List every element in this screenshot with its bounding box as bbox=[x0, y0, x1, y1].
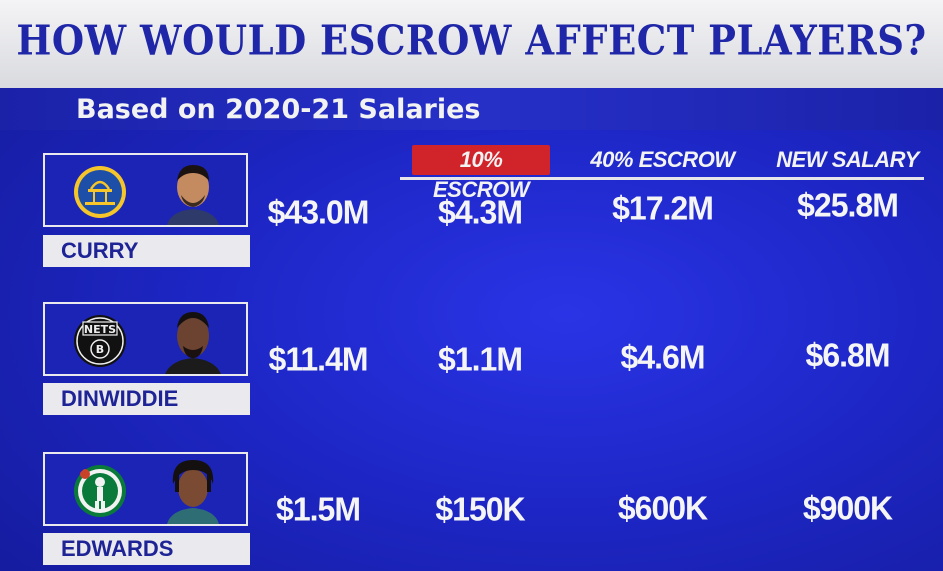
player-name-bar-dinwiddie: DINWIDDIE bbox=[43, 383, 250, 415]
new-salary-value: $900K bbox=[802, 489, 893, 527]
player-name: EDWARDS bbox=[61, 536, 174, 561]
title-bar: HOW WOULD ESCROW AFFECT PLAYERS? bbox=[0, 0, 943, 91]
column-header-40-escrow: 40% ESCROW bbox=[590, 147, 735, 172]
player-name-bar-edwards: EDWARDS bbox=[43, 533, 250, 565]
svg-text:NETS: NETS bbox=[84, 323, 116, 336]
celtics-logo-icon bbox=[74, 465, 126, 517]
player-card-edwards bbox=[43, 452, 248, 526]
new-salary-value: $6.8M bbox=[805, 336, 891, 374]
column-header-10-escrow: 10% ESCROW bbox=[412, 145, 550, 202]
new-salary-value: $25.8M bbox=[797, 186, 899, 224]
nets-logo-icon: NETS B bbox=[74, 315, 126, 367]
svg-text:B: B bbox=[96, 343, 104, 356]
player-name: DINWIDDIE bbox=[61, 386, 179, 411]
player-card-curry bbox=[43, 153, 248, 227]
escrow-40-value: $4.6M bbox=[620, 338, 706, 376]
salary-value: $43.0M bbox=[267, 193, 370, 231]
curry-headshot-icon bbox=[157, 155, 229, 225]
escrow-40-value: $600K bbox=[617, 489, 708, 527]
escrow-10-value: $150K bbox=[435, 490, 525, 528]
escrow-10-value: $4.3M bbox=[438, 193, 523, 231]
player-card-dinwiddie: NETS B bbox=[43, 302, 248, 376]
warriors-logo-icon bbox=[74, 166, 126, 218]
escrow-40-value: $17.2M bbox=[612, 189, 714, 227]
column-header-new-salary: NEW SALARY bbox=[776, 147, 919, 172]
edwards-headshot-icon bbox=[157, 454, 229, 524]
subtitle-bar: Based on 2020-21 Salaries bbox=[0, 88, 943, 130]
dinwiddie-headshot-icon bbox=[157, 304, 229, 374]
page-title: HOW WOULD ESCROW AFFECT PLAYERS? bbox=[16, 15, 927, 65]
player-name-bar-curry: CURRY bbox=[43, 235, 250, 267]
salary-value: $1.5M bbox=[276, 490, 361, 528]
header-divider bbox=[400, 177, 924, 180]
escrow-10-value: $1.1M bbox=[438, 340, 523, 378]
player-name: CURRY bbox=[61, 238, 139, 263]
salary-value: $11.4M bbox=[268, 340, 369, 378]
page-subtitle: Based on 2020-21 Salaries bbox=[76, 94, 481, 125]
